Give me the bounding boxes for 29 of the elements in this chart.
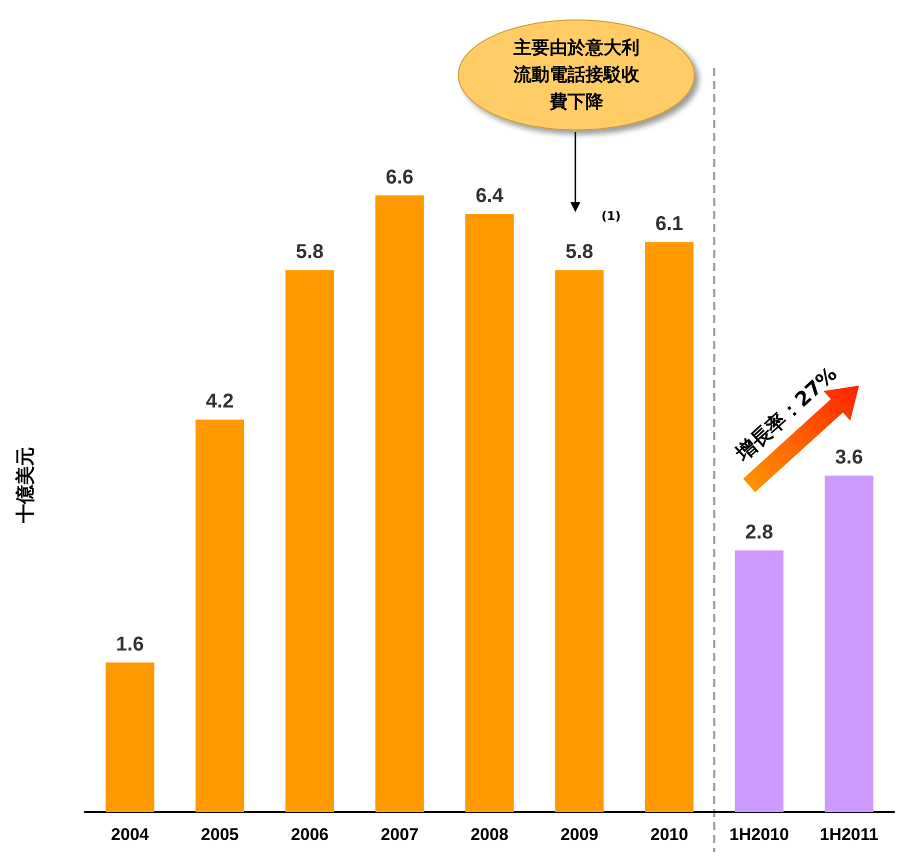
data-label: 6.6 — [386, 166, 414, 188]
data-label: 4.2 — [206, 390, 234, 413]
x-tick-label: 2008 — [470, 825, 508, 844]
x-tick-label: 2010 — [650, 825, 688, 844]
data-label: 6.1 — [655, 213, 684, 236]
data-label: 2.8 — [745, 521, 774, 544]
annotation: (1) — [601, 209, 621, 224]
x-tick-label: 2007 — [380, 825, 419, 844]
x-tick-label: 2009 — [560, 825, 598, 844]
bar — [555, 270, 604, 812]
x-tick-label: 1H2011 — [820, 825, 878, 844]
data-label: 5.8 — [565, 241, 594, 264]
data-label: 3.6 — [835, 446, 863, 469]
x-tick-label: 2004 — [111, 825, 150, 844]
bar — [285, 270, 334, 812]
x-tick-label: 2005 — [200, 825, 239, 844]
bar — [734, 550, 784, 812]
y-axis-title: 十億美元 — [14, 447, 36, 524]
data-label: 5.8 — [296, 241, 324, 264]
text: 主要由於意大利流動電話接駁收費下降 — [512, 38, 640, 112]
bar — [106, 662, 154, 812]
bar — [465, 214, 514, 812]
x-tick-label: 1H2010 — [729, 825, 789, 844]
data-label: 1.6 — [116, 634, 144, 656]
bar — [375, 195, 424, 812]
bar — [196, 420, 244, 812]
data-label: 6.4 — [476, 185, 504, 208]
x-tick-label: 2006 — [290, 825, 329, 844]
bar — [645, 242, 694, 812]
